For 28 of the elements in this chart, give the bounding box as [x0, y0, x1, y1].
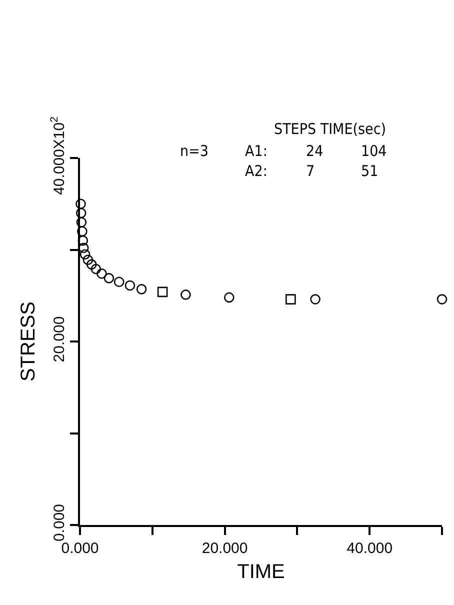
- annotation: A2:: [245, 162, 268, 180]
- annotation: 7: [306, 162, 315, 180]
- point: [82, 254, 94, 265]
- point: [436, 294, 448, 304]
- point: [310, 294, 320, 304]
- point: [90, 264, 102, 274]
- point: [157, 286, 168, 298]
- point: [114, 276, 124, 288]
- y-tick-label: 20.000: [51, 316, 68, 362]
- x-tick-label: 20.000: [202, 540, 248, 557]
- point: [180, 290, 191, 300]
- point: [96, 268, 107, 279]
- annotation: 51: [361, 162, 378, 180]
- point: [136, 284, 147, 294]
- point: [124, 280, 136, 291]
- point: [104, 273, 114, 284]
- text: STEPS TIME(sec): [274, 120, 386, 138]
- point: [224, 292, 234, 303]
- point: [86, 259, 97, 270]
- point: [286, 294, 296, 304]
- point: [80, 249, 90, 260]
- y-axis-title: STRESS: [18, 301, 40, 382]
- annotation: 104: [361, 142, 387, 160]
- annotation: n=3: [180, 142, 208, 160]
- annotation: A1:: [245, 142, 268, 160]
- annotation: 24: [306, 142, 324, 160]
- x-tick-label: 40.000: [346, 540, 393, 557]
- x-axis-title: TIME: [237, 561, 285, 583]
